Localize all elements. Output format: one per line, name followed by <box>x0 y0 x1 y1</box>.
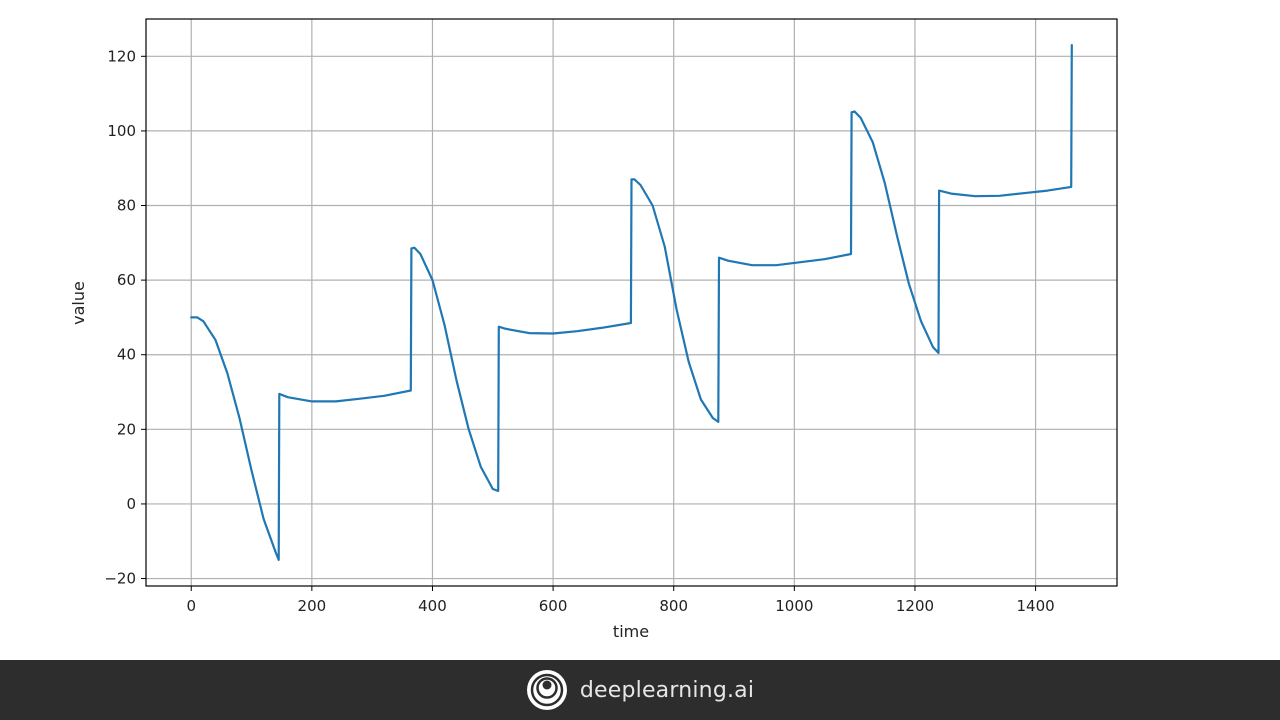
x-axis-title: time <box>613 622 649 641</box>
y-tick-label: 60 <box>117 271 136 289</box>
x-tick-label: 600 <box>539 597 568 615</box>
y-tick-label: 100 <box>107 122 136 140</box>
x-tick-label: 1000 <box>775 597 813 615</box>
x-tick-label: 400 <box>418 597 447 615</box>
x-tick-label: 1200 <box>896 597 934 615</box>
plot-frame <box>145 18 1118 587</box>
x-tick-label: 0 <box>186 597 196 615</box>
chart-background <box>0 0 1280 660</box>
x-tick-label: 800 <box>659 597 688 615</box>
y-tick-label: 20 <box>117 420 136 438</box>
series-group <box>190 43 1073 562</box>
deeplearning-ai-logo-icon <box>526 670 567 710</box>
series-line-0 <box>190 43 1073 562</box>
y-tick-label: 120 <box>107 47 136 65</box>
y-tick-label: 80 <box>117 197 136 215</box>
line-chart: 0 200 400 600 800 1000 1200 1400 −20 0 20 40 60 80 100… <box>0 0 1280 660</box>
y-tick-label: 0 <box>126 495 136 513</box>
y-axis-title: value <box>69 281 88 325</box>
brand-name: deeplearning.ai <box>579 677 755 703</box>
x-tick-label: 1400 <box>1016 597 1054 615</box>
y-tick-label: −20 <box>104 570 136 588</box>
x-tick-label: 200 <box>298 597 327 615</box>
y-tick-label: 40 <box>117 346 136 364</box>
footer-bar: deeplearning.ai <box>0 660 1280 720</box>
axis-ticks: 0 200 400 600 800 1000 1200 1400 −20 0 20 40 60 80 100… <box>104 47 1054 615</box>
